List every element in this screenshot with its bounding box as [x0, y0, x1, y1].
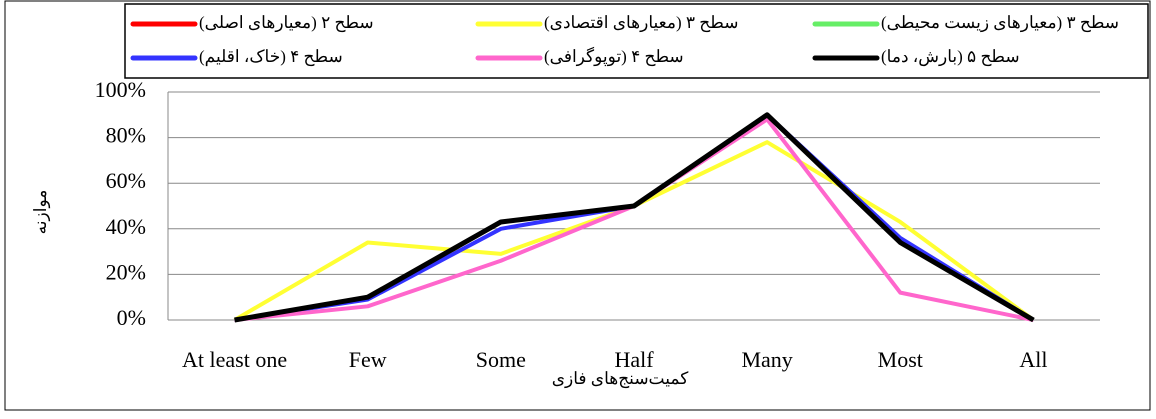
y-tick-label: 20%: [106, 259, 146, 284]
series-line: [234, 112, 1035, 322]
y-tick-label: 40%: [106, 214, 146, 239]
legend-box: [124, 3, 1149, 79]
x-tick-label: Most: [878, 347, 923, 372]
series-line: [234, 117, 1034, 322]
y-tick-label: 0%: [117, 305, 146, 330]
y-tick-label: 60%: [106, 168, 146, 193]
x-tick-label: Few: [349, 347, 387, 372]
x-tick-label: Many: [741, 347, 792, 372]
legend-label: سطح ۳ (معیارهای زیست محیطی): [881, 13, 1119, 33]
series-line: [233, 140, 1035, 322]
series-line: [234, 112, 1035, 322]
y-tick-label: 100%: [95, 77, 146, 102]
y-axis-label: موازنه: [31, 190, 51, 235]
x-axis-label: کمیت‌سنج‌های فازی: [552, 369, 690, 389]
legend-label: سطح ۴ (توپوگرافی): [544, 46, 684, 67]
legend-label: سطح ۲ (معیارهای اصلی): [199, 13, 374, 33]
y-tick-label: 80%: [106, 123, 146, 148]
x-tick-label: Some: [476, 347, 526, 372]
legend-label: سطح ۳ (معیارهای اقتصادی): [544, 13, 738, 33]
x-tick-label: At least one: [182, 347, 287, 372]
chart-frame: [4, 0, 1151, 411]
legend-label: سطح ۵ (بارش، دما): [881, 47, 1020, 67]
x-tick-label: Half: [614, 347, 654, 372]
series-line: [234, 112, 1035, 323]
legend-label: سطح ۴ (خاک، اقلیم): [199, 47, 343, 67]
x-tick-label: All: [1019, 347, 1047, 372]
series-line: [234, 112, 1035, 322]
